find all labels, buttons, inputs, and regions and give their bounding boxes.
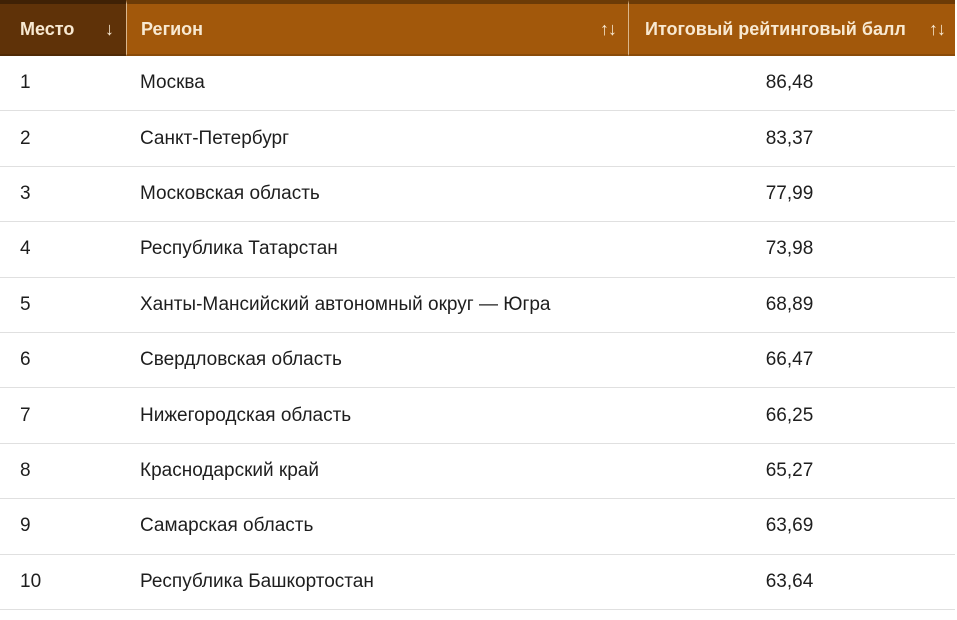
region-cell: Санкт-Петербург xyxy=(126,111,628,167)
region-cell: Республика Башкортостан xyxy=(126,554,628,610)
score-cell: 63,69 xyxy=(628,499,955,555)
column-header-place[interactable]: Место ↓ xyxy=(0,0,126,56)
column-header-place-label: Место xyxy=(20,18,75,39)
place-cell: 4 xyxy=(0,222,126,278)
place-cell: 1 xyxy=(0,56,126,112)
table-row[interactable]: 8 Краснодарский край 65,27 xyxy=(0,443,955,500)
table-row[interactable]: 5 Ханты-Мансийский автономный округ — Юг… xyxy=(0,277,955,333)
sort-both-icon[interactable]: ↑↓ xyxy=(929,18,946,39)
place-cell: 2 xyxy=(0,111,126,167)
table-row[interactable]: 7 Нижегородская область 66,25 xyxy=(0,388,955,444)
place-cell: 6 xyxy=(0,332,126,389)
table-row[interactable]: 2 Санкт-Петербург 83,37 xyxy=(0,111,955,167)
score-cell: 65,27 xyxy=(628,443,955,500)
region-cell: Республика Татарстан xyxy=(126,222,628,278)
column-header-score[interactable]: Итоговый рейтинговый балл ↑↓ xyxy=(628,0,955,56)
region-cell: Московская область xyxy=(126,166,628,223)
region-cell: Нижегородская область xyxy=(126,388,628,444)
sort-both-icon[interactable]: ↑↓ xyxy=(600,18,617,39)
place-cell: 10 xyxy=(0,554,126,610)
place-cell: 8 xyxy=(0,443,126,500)
score-cell: 86,48 xyxy=(628,56,955,112)
region-cell: Краснодарский край xyxy=(126,443,628,500)
place-cell: 5 xyxy=(0,277,126,333)
table-row[interactable]: 3 Московская область 77,99 xyxy=(0,166,955,223)
region-cell: Москва xyxy=(126,56,628,112)
table-body: 1 Москва 86,48 2 Санкт-Петербург 83,37 3… xyxy=(0,56,955,610)
place-cell: 3 xyxy=(0,166,126,223)
table-row[interactable]: 4 Республика Татарстан 73,98 xyxy=(0,222,955,278)
place-cell: 9 xyxy=(0,499,126,555)
table-header: Место ↓ Регион ↑↓ Итоговый рейтинговый б… xyxy=(0,0,955,56)
column-header-region-label: Регион xyxy=(141,18,203,39)
sort-descending-icon[interactable]: ↓ xyxy=(105,18,114,39)
table-row[interactable]: 6 Свердловская область 66,47 xyxy=(0,332,955,389)
column-header-region[interactable]: Регион ↑↓ xyxy=(126,0,628,56)
score-cell: 77,99 xyxy=(628,166,955,223)
score-cell: 63,64 xyxy=(628,554,955,610)
score-cell: 66,47 xyxy=(628,332,955,389)
table-row[interactable]: 1 Москва 86,48 xyxy=(0,56,955,112)
region-cell: Самарская область xyxy=(126,499,628,555)
score-cell: 66,25 xyxy=(628,388,955,444)
region-cell: Ханты-Мансийский автономный округ — Югра xyxy=(126,277,628,333)
score-cell: 68,89 xyxy=(628,277,955,333)
score-cell: 73,98 xyxy=(628,222,955,278)
place-cell: 7 xyxy=(0,388,126,444)
region-cell: Свердловская область xyxy=(126,332,628,389)
column-header-score-label: Итоговый рейтинговый балл xyxy=(645,18,906,39)
table-row[interactable]: 10 Республика Башкортостан 63,64 xyxy=(0,554,955,610)
table-row[interactable]: 9 Самарская область 63,69 xyxy=(0,499,955,555)
score-cell: 83,37 xyxy=(628,111,955,167)
